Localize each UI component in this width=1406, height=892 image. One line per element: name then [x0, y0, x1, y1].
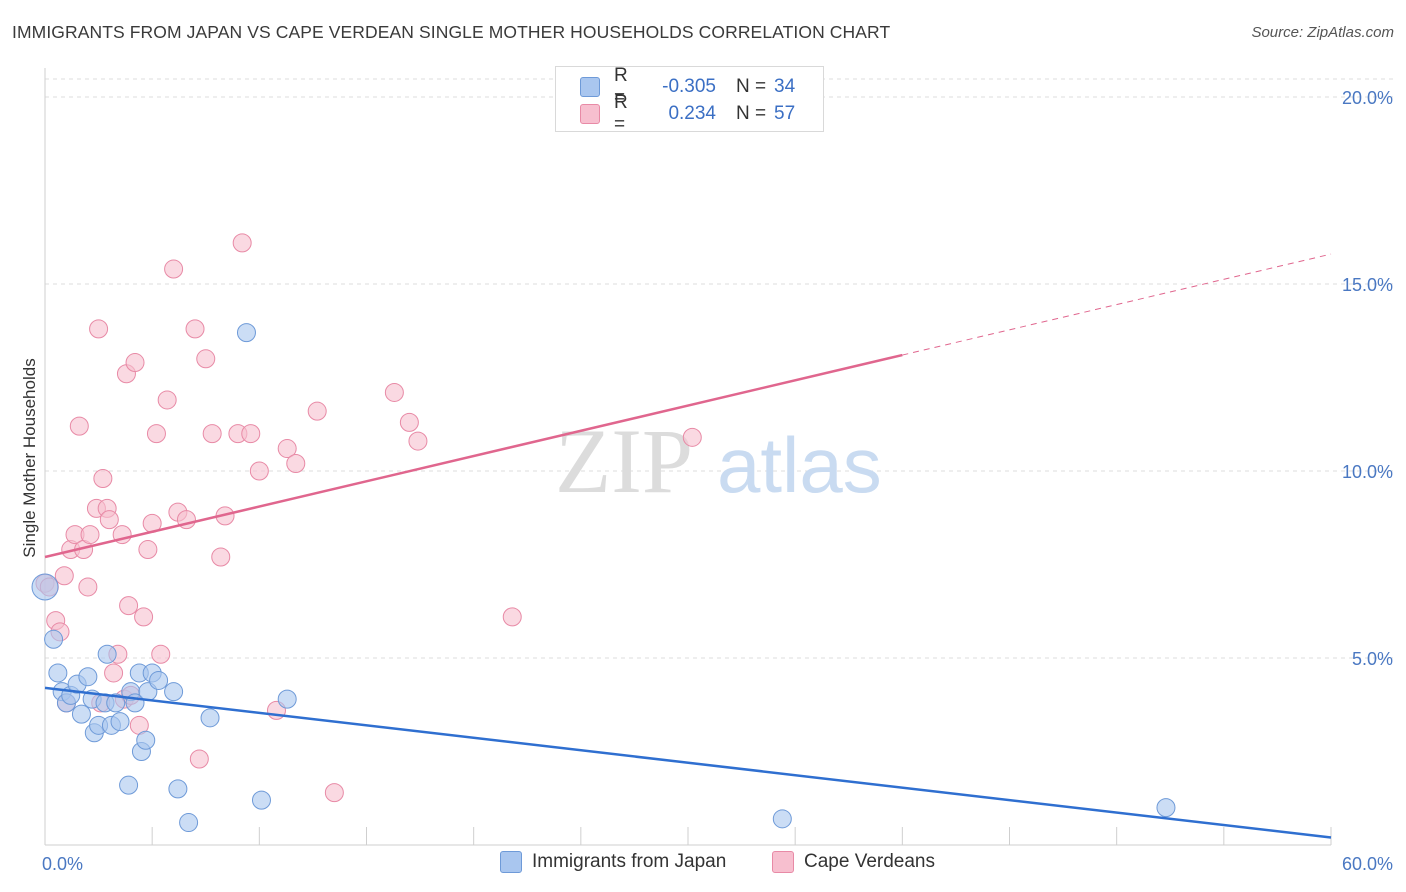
trend-line-cape-verdeans-extension: [902, 253, 1332, 356]
point-cape-verdeans: [78, 577, 98, 597]
legend-r-value: 0.234: [668, 103, 716, 124]
point-cape-verdeans: [138, 540, 158, 560]
point-cape-verdeans: [241, 424, 261, 444]
x-tick-label-max: 60.0%: [1342, 854, 1393, 874]
watermark-atlas: atlas: [717, 421, 882, 509]
point-cape-verdeans: [232, 233, 252, 253]
bottom-legend-label-cape-verdeans: Cape Verdeans: [804, 851, 935, 872]
legend-n-label: N =: [736, 103, 767, 124]
point-cape-verdeans: [196, 349, 216, 369]
data-points: [31, 233, 1176, 833]
y-tick-label: 15.0%: [1342, 275, 1393, 295]
point-cape-verdeans: [151, 644, 171, 664]
legend-n-value: 57: [774, 103, 796, 124]
legend-row-japan: R = -0.305 N = 34: [580, 65, 796, 108]
point-cape-verdeans: [286, 454, 306, 474]
point-japan: [168, 779, 188, 799]
point-cape-verdeans: [80, 525, 100, 545]
point-cape-verdeans: [99, 510, 119, 530]
point-japan: [179, 813, 199, 833]
point-cape-verdeans: [89, 319, 109, 339]
trend-line-cape-verdeans: [44, 353, 903, 559]
bottom-legend-swatch-japan: [500, 851, 522, 873]
x-tick-label-min: 0.0%: [42, 854, 83, 874]
tick-labels: 5.0% 10.0% 15.0% 20.0% 0.0% 60.0%: [42, 88, 1393, 874]
point-japan: [772, 809, 792, 829]
point-japan: [136, 730, 156, 750]
trend-lines: [44, 253, 1332, 839]
legend-r-label: R =: [614, 65, 628, 108]
point-cape-verdeans: [93, 468, 113, 488]
point-japan: [119, 775, 139, 795]
point-japan: [164, 682, 184, 702]
point-japan: [149, 670, 169, 690]
point-japan: [251, 790, 271, 810]
correlation-legend: R = -0.305 N = 34 R = 0.234 N = 57: [555, 65, 824, 135]
point-cape-verdeans: [502, 607, 522, 627]
point-cape-verdeans: [146, 424, 166, 444]
point-cape-verdeans: [324, 783, 344, 803]
point-cape-verdeans: [307, 401, 327, 421]
point-japan: [106, 693, 126, 713]
y-tick-label: 10.0%: [1342, 462, 1393, 482]
legend-swatch-japan: [580, 77, 600, 97]
chart-source: Source: ZipAtlas.com: [1251, 24, 1394, 41]
y-tick-label: 5.0%: [1352, 649, 1393, 669]
bottom-legend-label-japan: Immigrants from Japan: [532, 851, 727, 872]
legend-n-value: 34: [774, 76, 796, 97]
point-cape-verdeans: [189, 749, 209, 769]
bottom-legend-swatch-cape-verdeans: [772, 851, 794, 873]
point-japan: [1156, 798, 1176, 818]
point-japan: [277, 689, 297, 709]
bottom-legend-cape-verdeans: Cape Verdeans: [772, 851, 935, 873]
point-cape-verdeans: [277, 439, 297, 459]
point-japan: [200, 708, 220, 728]
chart-title: IMMIGRANTS FROM JAPAN VS CAPE VERDEAN SI…: [12, 22, 891, 42]
legend-row-cape-verdeans: R = 0.234 N = 57: [580, 92, 796, 135]
bottom-legend-japan: Immigrants from Japan: [500, 851, 726, 873]
point-cape-verdeans: [119, 596, 139, 616]
point-japan: [78, 667, 98, 687]
point-japan: [97, 644, 117, 664]
point-japan: [48, 663, 68, 683]
trend-line-japan: [44, 686, 1332, 839]
point-japan: [44, 629, 64, 649]
point-japan: [110, 712, 130, 732]
point-cape-verdeans: [202, 424, 222, 444]
point-cape-verdeans: [384, 382, 404, 402]
legend-r-label: R =: [614, 92, 628, 135]
axes: [44, 68, 1332, 846]
point-cape-verdeans: [69, 416, 89, 436]
point-cape-verdeans: [164, 259, 184, 279]
point-cape-verdeans: [399, 412, 419, 432]
legend-r-value: -0.305: [662, 76, 716, 97]
point-cape-verdeans: [125, 353, 145, 373]
legend-swatch-cape-verdeans: [580, 104, 600, 124]
point-cape-verdeans: [157, 390, 177, 410]
point-cape-verdeans: [104, 663, 124, 683]
point-japan: [236, 323, 256, 343]
y-axis-label: Single Mother Households: [20, 358, 39, 558]
point-cape-verdeans: [54, 566, 74, 586]
point-cape-verdeans: [682, 427, 702, 447]
y-tick-label: 20.0%: [1342, 88, 1393, 108]
point-cape-verdeans: [249, 461, 269, 481]
point-cape-verdeans: [408, 431, 428, 451]
point-japan: [71, 704, 91, 724]
point-cape-verdeans: [134, 607, 154, 627]
point-cape-verdeans: [211, 547, 231, 567]
point-cape-verdeans: [185, 319, 205, 339]
grid-lines: [45, 78, 1393, 659]
watermark-zip: ZIP: [555, 410, 693, 512]
legend-n-label: N =: [736, 76, 767, 97]
point-japan: [31, 573, 59, 601]
